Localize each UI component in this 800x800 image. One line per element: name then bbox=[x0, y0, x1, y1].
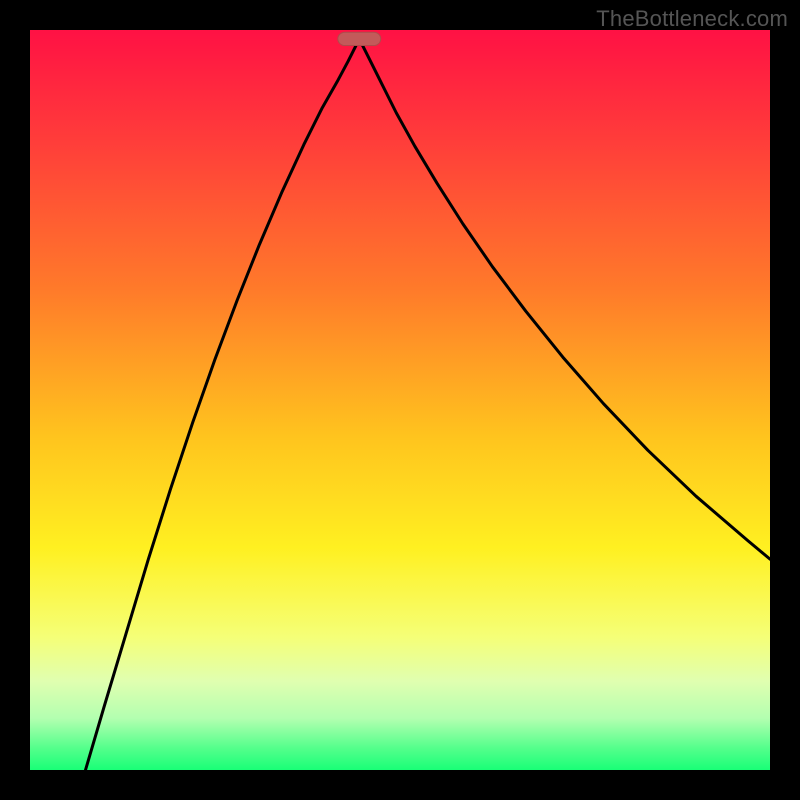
plot-background bbox=[30, 30, 770, 770]
watermark-text: TheBottleneck.com bbox=[596, 6, 788, 32]
chart-canvas: TheBottleneck.com bbox=[0, 0, 800, 800]
chart-svg bbox=[0, 0, 800, 800]
bottleneck-marker bbox=[338, 32, 381, 45]
